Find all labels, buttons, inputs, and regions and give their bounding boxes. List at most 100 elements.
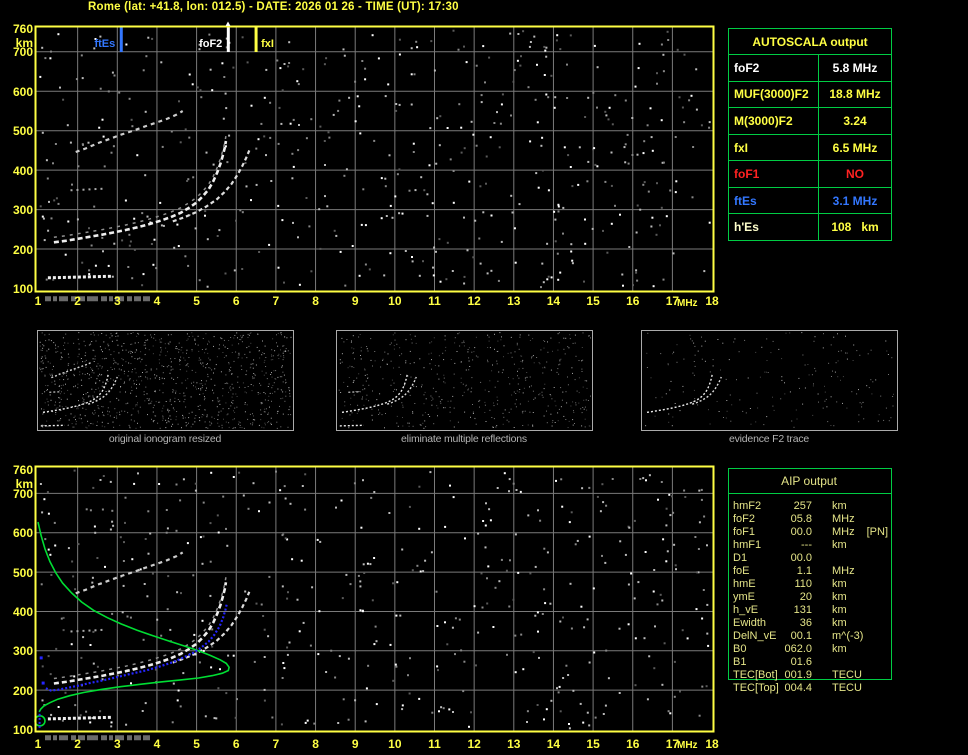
thumb-noise-dot: [165, 355, 167, 357]
thumb-noise-dot: [360, 346, 362, 348]
thumb-noise-dot: [264, 411, 266, 413]
noise-dot: [373, 643, 376, 646]
thumb-noise-dot: [182, 415, 184, 417]
thumb-noise-dot: [588, 335, 590, 337]
thumb-noise-dot: [261, 402, 263, 404]
thumb-noise-dot: [66, 398, 68, 400]
noise-dot: [610, 184, 613, 187]
noise-dot: [123, 541, 125, 544]
noise-dot: [482, 211, 485, 214]
thumb-noise-dot: [871, 393, 873, 395]
thumb-noise-dot: [93, 350, 95, 352]
thumb-noise-dot: [201, 380, 202, 382]
noise-dot: [628, 246, 631, 248]
noise-dot: [88, 227, 90, 230]
noise-dot: [666, 30, 669, 33]
noise-dot: [284, 537, 287, 540]
thumb-noise-dot: [379, 393, 381, 395]
thumb-noise-dot: [280, 398, 282, 400]
noise-dot: [358, 105, 361, 108]
thumb-noise-dot: [463, 342, 465, 343]
x-tick-label: 4: [153, 294, 161, 308]
noise-dot: [332, 113, 335, 116]
noise-dot: [543, 74, 546, 76]
thumb-noise-dot: [85, 366, 87, 368]
thumb-noise-dot: [269, 392, 271, 394]
thumb-noise-dot: [169, 400, 171, 402]
thumb-noise-dot: [169, 398, 171, 400]
noise-dot: [660, 481, 663, 483]
thumb-noise-dot: [356, 377, 358, 379]
thumb-noise-dot: [153, 421, 154, 423]
noise-dot: [431, 711, 434, 714]
thumb-noise-dot: [263, 411, 265, 413]
noise-dot: [545, 55, 548, 58]
thumb-noise-dot: [563, 337, 565, 339]
x-tick-label: 10: [388, 294, 402, 308]
thumb-noise-dot: [487, 334, 489, 336]
noise-dot: [283, 667, 286, 670]
aip-row-D1: D1 00.0: [733, 551, 908, 564]
thumb-noise-dot: [160, 338, 162, 340]
noise-dot: [634, 637, 637, 640]
noise-dot: [673, 543, 676, 546]
thumb-noise-dot: [162, 383, 164, 385]
thumb-noise-dot: [145, 364, 147, 366]
thumb-noise-dot: [244, 387, 246, 388]
thumb-noise-dot: [870, 349, 872, 351]
noise-dot: [342, 698, 345, 701]
thumb-noise-dot: [198, 409, 200, 410]
thumb-noise-dot: [368, 400, 370, 402]
thumb-noise-dot: [219, 403, 221, 405]
noise-dot: [131, 277, 134, 280]
thumb-noise-dot: [193, 385, 194, 387]
noise-dot: [250, 199, 252, 202]
thumb-noise-dot: [159, 354, 161, 356]
noise-dot: [318, 208, 321, 211]
thumb-noise-dot: [116, 412, 118, 414]
noise-dot: [580, 605, 583, 608]
thumb-noise-dot: [265, 408, 267, 410]
x-tick-label: 15: [586, 737, 600, 751]
thumb-noise-dot: [561, 399, 563, 401]
thumb-noise-dot: [546, 422, 548, 424]
thumb-noise-dot: [372, 365, 373, 367]
noise-dot: [449, 158, 452, 161]
thumb-noise-dot: [75, 419, 76, 421]
thumb-noise-dot: [180, 349, 182, 351]
thumb-noise-dot: [736, 379, 737, 381]
thumb-noise-dot: [431, 396, 433, 398]
noise-dot: [202, 501, 205, 504]
thumb-noise-dot: [178, 351, 180, 353]
noise-dot: [656, 72, 658, 75]
noise-dot: [50, 50, 52, 53]
thumb-noise-dot: [136, 404, 138, 406]
thumb-noise-dot: [242, 334, 244, 336]
noise-dot: [62, 616, 65, 619]
thumb-noise-dot: [694, 345, 696, 347]
noise-dot: [652, 285, 655, 288]
noise-dot: [317, 653, 320, 656]
noise-dot: [74, 704, 77, 707]
marker-label-foF2: foF2: [199, 38, 223, 50]
thumb-noise-dot: [107, 370, 109, 372]
thumb-noise-dot: [250, 342, 252, 344]
thumb-noise-dot: [423, 403, 425, 405]
noise-dot: [452, 170, 455, 172]
noise-dot: [288, 41, 291, 44]
thumb-noise-dot: [409, 350, 411, 352]
noise-dot: [204, 214, 206, 217]
thumb-noise-dot: [152, 407, 154, 409]
noise-dot: [416, 46, 419, 49]
thumb-noise-dot: [101, 421, 103, 423]
thumb-noise-dot: [830, 396, 832, 398]
noise-dot: [92, 486, 95, 489]
thumb-noise-dot: [88, 344, 90, 346]
thumb-noise-dot: [201, 383, 203, 385]
thumb-noise-dot: [870, 379, 872, 381]
thumb-noise-dot: [205, 333, 207, 335]
thumb-noise-dot: [454, 337, 456, 339]
noise-dot: [438, 710, 440, 713]
thumb-noise-dot: [443, 407, 445, 409]
thumb-noise-dot: [414, 403, 416, 404]
